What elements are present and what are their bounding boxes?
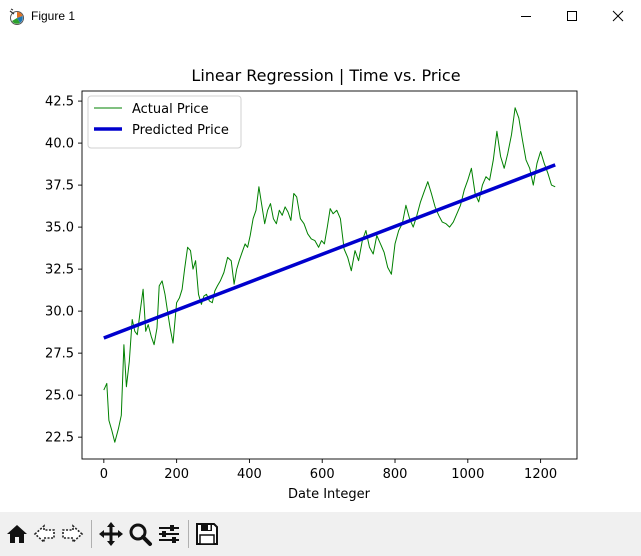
- toolbar-separator: [91, 520, 92, 548]
- home-button[interactable]: [3, 520, 31, 548]
- y-tick-label: 40.0: [45, 137, 74, 152]
- legend-box: [87, 95, 242, 149]
- legend-label: Actual Price: [132, 102, 209, 117]
- x-tick-label: 200: [164, 467, 189, 482]
- navigation-toolbar: [0, 512, 641, 556]
- minimize-button[interactable]: [503, 0, 549, 33]
- window-title: Figure 1: [31, 9, 76, 23]
- save-floppy-icon: [196, 523, 218, 545]
- x-tick-label: 400: [237, 467, 262, 482]
- y-tick-label: 27.5: [45, 347, 74, 362]
- x-tick-label: 600: [310, 467, 335, 482]
- forward-button[interactable]: [58, 520, 86, 548]
- figure-canvas[interactable]: Linear Regression | Time vs. Price 0 200 4…: [0, 33, 641, 512]
- close-button[interactable]: [595, 0, 641, 33]
- y-tick-label: 32.5: [45, 263, 74, 278]
- y-tick-label: 22.5: [45, 431, 74, 446]
- x-axis-label: Date Integer: [288, 487, 371, 502]
- minimize-icon: [521, 16, 531, 17]
- series-line-actual-price: [103, 107, 556, 443]
- series-line-predicted-price: [103, 163, 556, 340]
- matplotlib-figure-icon: [9, 8, 24, 25]
- y-tick-label: 42.5: [45, 95, 74, 110]
- axes-frame: [81, 90, 578, 460]
- x-tick-label: 1000: [451, 467, 484, 482]
- legend: Actual Price Predicted Price: [87, 95, 242, 149]
- close-icon: [612, 10, 624, 22]
- maximize-icon: [567, 11, 577, 21]
- title-bar[interactable]: Figure 1: [0, 0, 641, 34]
- zoom-magnifier-icon: [129, 523, 152, 546]
- subplots-sliders-icon: [159, 525, 179, 543]
- legend-label: Predicted Price: [132, 123, 229, 138]
- y-tick-label: 30.0: [45, 305, 74, 320]
- y-tick-label: 25.0: [45, 389, 74, 404]
- x-tick-label: 800: [383, 467, 408, 482]
- home-icon: [7, 525, 27, 543]
- plot-area: 0 200 400 600 800 1000 1200 22.5 25.0 27.5 30.0 32.…: [45, 90, 578, 482]
- x-tick-label: 1200: [524, 467, 557, 482]
- forward-arrow-icon: [62, 524, 84, 544]
- save-button[interactable]: [193, 520, 221, 548]
- y-tick-label: 35.0: [45, 221, 74, 236]
- x-tick-label: 0: [100, 467, 108, 482]
- pan-move-icon: [99, 522, 123, 546]
- zoom-button[interactable]: [126, 520, 154, 548]
- chart: Linear Regression | Time vs. Price 0 200 4…: [45, 66, 578, 502]
- subplots-button[interactable]: [155, 520, 183, 548]
- back-arrow-icon: [33, 524, 55, 544]
- chart-title: Linear Regression | Time vs. Price: [191, 66, 460, 85]
- pan-button[interactable]: [97, 520, 125, 548]
- back-button[interactable]: [31, 520, 59, 548]
- maximize-button[interactable]: [549, 0, 595, 33]
- toolbar-separator: [188, 520, 189, 548]
- y-tick-label: 37.5: [45, 179, 74, 194]
